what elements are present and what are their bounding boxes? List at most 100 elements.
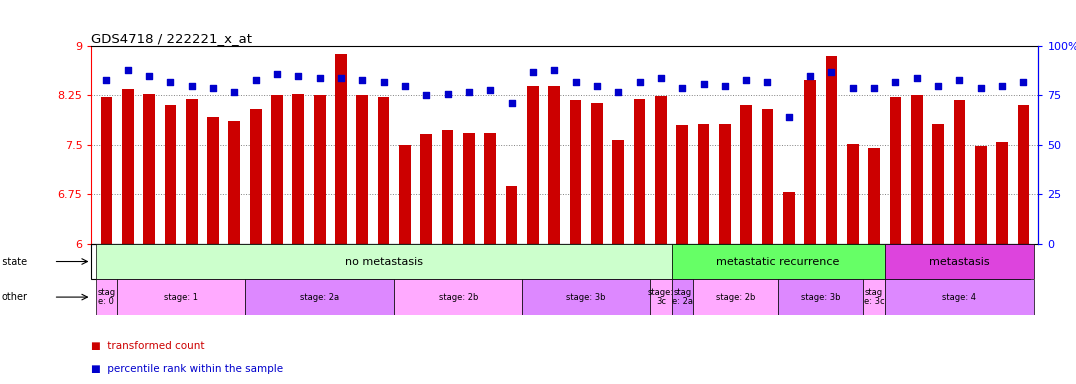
Text: stage: 2b: stage: 2b (716, 293, 755, 301)
Bar (671, 244, 884, 279)
Bar (677, 125, 688, 244)
Bar (186, 99, 198, 244)
Point (119, 67, 137, 73)
Point (865, 84, 882, 91)
Bar (378, 98, 390, 244)
Point (780, 114, 797, 120)
Point (354, 76, 371, 83)
Point (289, 73, 307, 79)
Point (311, 74, 328, 81)
Point (482, 86, 499, 93)
Text: stage: 1: stage: 1 (164, 293, 198, 301)
Point (439, 91, 456, 97)
Text: stag
e: 2a: stag e: 2a (671, 288, 693, 306)
Text: disease state: disease state (0, 257, 27, 266)
Point (717, 83, 734, 89)
Bar (549, 86, 561, 244)
Point (610, 88, 627, 94)
Point (376, 79, 393, 85)
Bar (783, 192, 795, 244)
Bar (847, 144, 859, 244)
Bar (522, 279, 650, 315)
Bar (245, 279, 394, 315)
Bar (634, 99, 646, 244)
Text: stage: 3b: stage: 3b (566, 293, 606, 301)
Bar (591, 103, 603, 244)
Point (802, 73, 819, 79)
Bar (1018, 105, 1030, 244)
Text: stage: 2a: stage: 2a (300, 293, 339, 301)
Bar (399, 145, 411, 244)
Bar (671, 279, 693, 315)
Point (247, 76, 265, 83)
Bar (421, 134, 433, 244)
Bar (804, 80, 816, 244)
Text: GDS4718 / 222221_x_at: GDS4718 / 222221_x_at (91, 32, 253, 45)
Text: metastasis: metastasis (929, 257, 990, 266)
Text: stage: 4: stage: 4 (943, 293, 976, 301)
Point (737, 76, 754, 83)
Bar (612, 140, 624, 244)
Bar (463, 133, 475, 244)
Bar (335, 54, 346, 244)
Point (268, 71, 285, 77)
Point (652, 74, 669, 81)
Bar (693, 279, 778, 315)
Bar (96, 244, 671, 279)
Text: ■  transformed count: ■ transformed count (91, 341, 204, 351)
Point (759, 79, 776, 85)
Bar (975, 146, 987, 244)
Bar (314, 96, 326, 244)
Point (845, 84, 862, 91)
Point (204, 84, 222, 91)
Point (674, 84, 691, 91)
Bar (884, 279, 1034, 315)
Point (183, 83, 200, 89)
Point (141, 73, 158, 79)
Point (695, 81, 712, 87)
Bar (96, 279, 117, 315)
Bar (442, 131, 453, 244)
Bar (122, 89, 133, 244)
Bar (911, 96, 922, 244)
Point (823, 69, 840, 75)
Bar (719, 124, 731, 244)
Point (417, 93, 435, 99)
Bar (890, 98, 902, 244)
Text: other: other (1, 292, 27, 302)
Bar (762, 109, 774, 244)
Bar (293, 94, 305, 244)
Bar (143, 94, 155, 244)
Bar (778, 279, 863, 315)
Bar (484, 133, 496, 244)
Bar (165, 105, 176, 244)
Bar (825, 56, 837, 244)
Bar (506, 186, 518, 244)
Point (161, 79, 179, 85)
Bar (100, 98, 112, 244)
Point (332, 74, 350, 81)
Text: stage:
3c: stage: 3c (648, 288, 674, 306)
Bar (250, 109, 261, 244)
Point (589, 83, 606, 89)
Point (972, 84, 989, 91)
Bar (228, 121, 240, 244)
Bar (208, 117, 218, 244)
Bar (953, 100, 965, 244)
Bar (697, 124, 709, 244)
Point (993, 83, 1010, 89)
Point (567, 79, 584, 85)
Bar (655, 96, 667, 244)
Text: metastatic recurrence: metastatic recurrence (717, 257, 840, 266)
Bar (271, 96, 283, 244)
Bar (996, 142, 1008, 244)
Text: ■  percentile rank within the sample: ■ percentile rank within the sample (91, 364, 284, 374)
Point (908, 74, 925, 81)
Bar (884, 244, 1034, 279)
Point (887, 79, 904, 85)
Text: stage: 2b: stage: 2b (439, 293, 478, 301)
Point (98, 76, 115, 83)
Bar (740, 105, 752, 244)
Text: no metastasis: no metastasis (344, 257, 423, 266)
Point (930, 83, 947, 89)
